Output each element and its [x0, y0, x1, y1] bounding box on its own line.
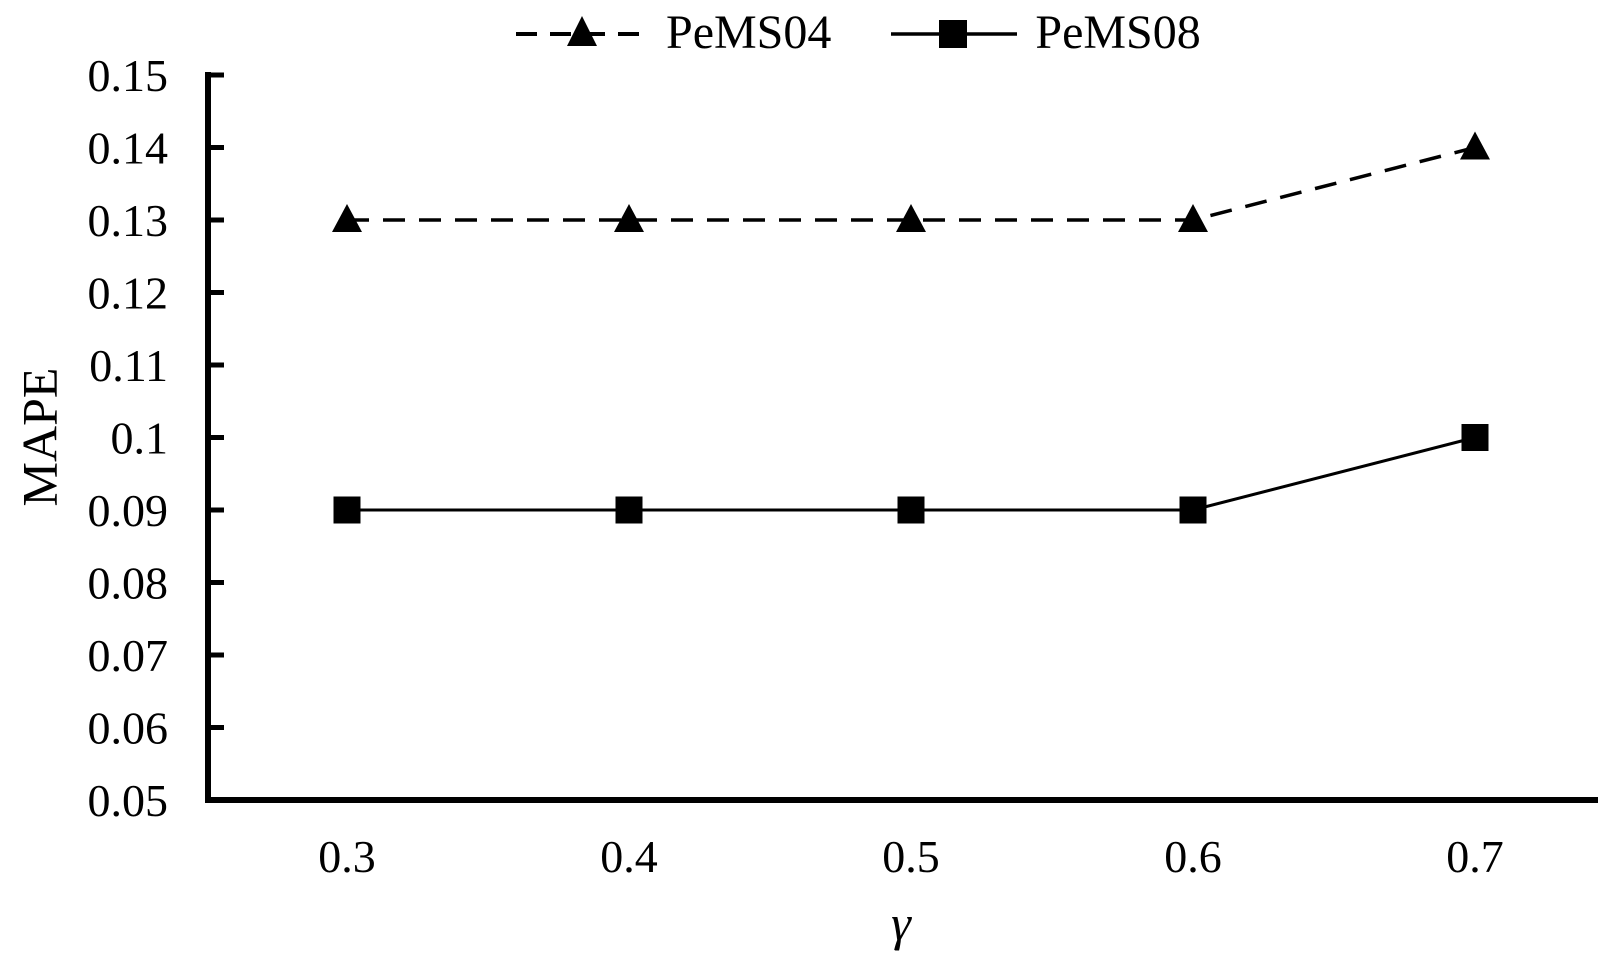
square-marker-pems08	[615, 496, 643, 524]
series-layer	[332, 131, 1490, 524]
y-tick-label: 0.09	[88, 485, 169, 536]
triangle-marker-pems04	[614, 204, 644, 232]
square-marker-pems08	[897, 496, 925, 524]
y-tick-label: 0.07	[88, 630, 169, 681]
triangle-marker-pems04	[1178, 204, 1208, 232]
legend-label-pems08: PeMS08	[1035, 6, 1201, 59]
chart-legend: PeMS04 PeMS08	[514, 6, 1201, 59]
y-tick-label: 0.14	[88, 123, 169, 174]
legend-item-pems08: PeMS08	[889, 6, 1201, 59]
x-tick-label: 0.3	[318, 831, 376, 882]
solid-line-square-icon	[891, 20, 1018, 48]
dashed-line-triangle-icon	[516, 16, 648, 46]
x-tick-label: 0.7	[1446, 831, 1504, 882]
x-tick-label: 0.6	[1164, 831, 1222, 882]
legend-item-pems04: PeMS04	[514, 6, 832, 59]
y-axis-title: MAPE	[11, 368, 67, 507]
square-marker-pems08	[333, 496, 361, 524]
y-tick-label: 0.05	[88, 775, 169, 826]
y-tick-label: 0.11	[89, 340, 168, 391]
legend-label-pems04: PeMS04	[666, 6, 832, 59]
y-tick-label: 0.12	[88, 268, 169, 319]
y-tick-label: 0.08	[88, 558, 169, 609]
axes-layer: 0.15 0.14 0.13 0.12 0.11 0.1 0.09 0.08 0.07 0.06 0…	[88, 50, 1598, 882]
square-marker-pems08	[1179, 496, 1207, 524]
y-tick-label: 0.1	[111, 413, 169, 464]
triangle-marker-pems04	[332, 204, 362, 232]
y-tick-label: 0.13	[88, 195, 169, 246]
y-tick-label: 0.06	[88, 703, 169, 754]
triangle-marker-pems04	[1460, 131, 1490, 160]
square-marker-pems08	[1461, 424, 1489, 451]
y-tick-label: 0.15	[88, 50, 169, 101]
x-axis-title: γ	[891, 895, 912, 951]
triangle-marker-pems04	[896, 204, 926, 232]
series-line-pems04	[347, 145, 1476, 222]
x-tick-label: 0.4	[600, 831, 658, 882]
x-tick-label: 0.5	[882, 831, 940, 882]
